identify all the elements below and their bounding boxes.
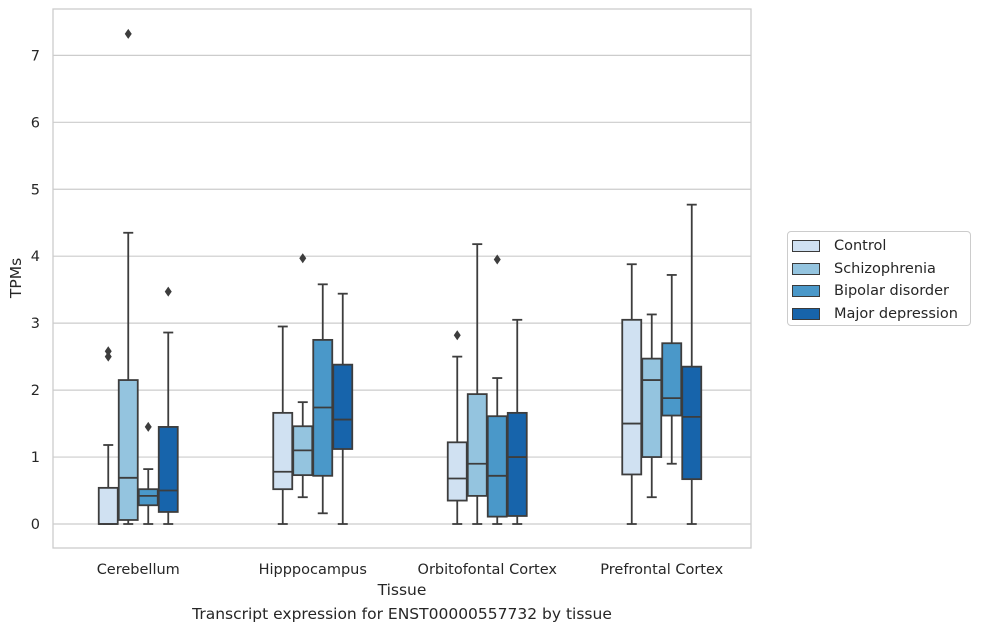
x-tick-label: Prefrontal Cortex <box>600 562 723 578</box>
box-major-depression <box>157 286 179 525</box>
x-tick-label: Cerebellum <box>97 562 180 578</box>
box-bipolar-disorder <box>137 421 159 525</box>
box-control <box>97 346 119 525</box>
legend: Control Schizophrenia Bipolar disorder Majo… <box>787 231 971 326</box>
box-schizophrenia <box>292 253 314 499</box>
y-tick-label: 7 <box>31 48 40 64</box>
y-tick-label: 0 <box>31 517 40 533</box>
box <box>332 363 354 450</box>
x-tick-label: Orbitofontal Cortex <box>418 562 558 578</box>
box-bipolar-disorder <box>312 283 334 515</box>
outlier-point <box>493 254 501 265</box>
y-tick-label: 6 <box>31 115 40 131</box>
legend-label: Control <box>834 238 887 255</box>
y-tick-label: 2 <box>31 383 40 399</box>
box <box>137 488 159 507</box>
box-control <box>272 325 294 525</box>
box <box>486 415 508 518</box>
y-tick-label: 4 <box>31 249 40 265</box>
y-tick-labels: 0 1 2 3 4 5 6 7 <box>31 48 40 533</box>
outlier-point <box>144 421 152 432</box>
box <box>446 441 468 502</box>
x-tick-labels: Cerebellum Hipppocampus Orbitofontal Corte… <box>97 562 724 578</box>
box-schizophrenia <box>117 28 139 525</box>
legend-label: Schizophrenia <box>834 260 936 277</box>
box-major-depression <box>681 203 703 525</box>
box-plots <box>97 28 703 525</box>
box-bipolar-disorder <box>486 254 508 525</box>
box-control <box>446 330 468 525</box>
outlier-point <box>453 330 461 341</box>
box-major-depression <box>506 318 528 525</box>
legend-item: Major depression <box>792 303 970 326</box>
box <box>506 411 528 517</box>
box <box>681 365 703 481</box>
legend-item: Bipolar disorder <box>792 280 970 303</box>
box-schizophrenia <box>641 313 663 499</box>
legend-swatch <box>792 307 820 320</box>
y-tick-label: 1 <box>31 450 40 466</box>
legend-item: Schizophrenia <box>792 258 970 281</box>
plot-area-frame <box>52 8 752 549</box>
x-tick-label: Hipppocampus <box>259 562 367 578</box>
box-bipolar-disorder <box>661 274 683 465</box>
y-tick-label: 3 <box>31 316 40 332</box>
legend-label: Major depression <box>834 305 958 322</box>
outlier-point <box>299 253 307 264</box>
y-tick-label: 5 <box>31 182 40 198</box>
outlier-point <box>104 351 112 362</box>
box-schizophrenia <box>466 243 488 525</box>
figure-caption: Transcript expression for ENST0000055773… <box>192 605 612 623</box>
box <box>466 393 488 497</box>
outlier-point <box>124 28 132 39</box>
legend-item: Control <box>792 235 970 258</box>
box-major-depression <box>332 292 354 525</box>
box <box>272 411 294 491</box>
outlier-point <box>164 286 172 297</box>
box <box>97 486 119 525</box>
box <box>117 379 139 521</box>
x-axis-label: Tissue <box>377 581 427 599</box>
box <box>621 318 643 476</box>
box <box>661 342 683 417</box>
legend-swatch <box>792 285 820 298</box>
legend-label: Bipolar disorder <box>834 283 949 300</box>
y-axis-label: TPMs <box>7 258 25 299</box>
legend-swatch <box>792 240 820 253</box>
box <box>157 426 179 513</box>
box <box>641 357 663 458</box>
legend-swatch <box>792 262 820 275</box>
box-control <box>621 263 643 525</box>
outlier-point <box>104 346 112 357</box>
